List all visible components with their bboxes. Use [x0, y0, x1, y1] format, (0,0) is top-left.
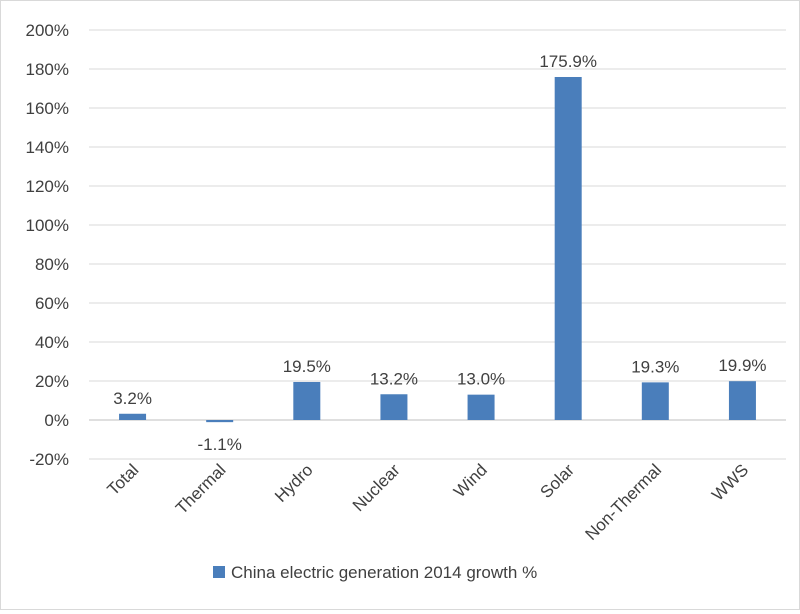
data-label: 13.2%: [370, 369, 418, 388]
category-label: Hydro: [271, 460, 317, 506]
y-tick-label: 60%: [35, 294, 69, 313]
category-label: Solar: [537, 460, 579, 502]
bar: [380, 394, 408, 420]
data-label: 3.2%: [113, 389, 152, 408]
bars: [119, 76, 756, 423]
category-label: Non-Thermal: [582, 460, 666, 544]
y-tick-label: -20%: [29, 450, 69, 469]
y-tick-label: 160%: [26, 99, 69, 118]
y-axis-tick-labels: -20% 0% 20% 40% 60% 80% 100% 120% 140% 160% 180% 20…: [26, 21, 69, 469]
y-tick-label: 40%: [35, 333, 69, 352]
category-label: WWS: [708, 460, 752, 504]
bar: [467, 394, 495, 420]
data-label: 19.3%: [631, 357, 679, 376]
bar: [293, 381, 321, 420]
y-tick-label: 0%: [44, 411, 69, 430]
data-label: 13.0%: [457, 370, 505, 389]
category-label: Total: [104, 460, 143, 499]
category-label: Nuclear: [349, 460, 404, 515]
y-tick-label: 140%: [26, 138, 69, 157]
legend: China electric generation 2014 growth %: [213, 563, 537, 582]
category-label: Thermal: [172, 460, 230, 518]
data-labels: 3.2% -1.1% 19.5% 13.2% 13.0% 175.9% 19.3% 19.9%: [113, 52, 766, 454]
gridlines: [89, 29, 786, 460]
legend-label: China electric generation 2014 growth %: [231, 563, 537, 582]
bar: [119, 413, 147, 420]
bar: [554, 76, 582, 421]
y-tick-label: 100%: [26, 216, 69, 235]
data-label: 19.5%: [283, 357, 331, 376]
category-labels: Total Thermal Hydro Nuclear Wind Solar Non-The…: [104, 460, 753, 544]
bar: [206, 420, 234, 423]
bar: [728, 381, 756, 420]
category-label: Wind: [450, 460, 491, 501]
y-tick-label: 180%: [26, 60, 69, 79]
data-label: 19.9%: [718, 356, 766, 375]
bar: [641, 382, 669, 420]
y-tick-label: 200%: [26, 21, 69, 40]
data-label: -1.1%: [197, 435, 241, 454]
legend-swatch: [213, 566, 225, 578]
y-tick-label: 20%: [35, 372, 69, 391]
data-label: 175.9%: [539, 52, 597, 71]
y-tick-label: 80%: [35, 255, 69, 274]
y-tick-label: 120%: [26, 177, 69, 196]
